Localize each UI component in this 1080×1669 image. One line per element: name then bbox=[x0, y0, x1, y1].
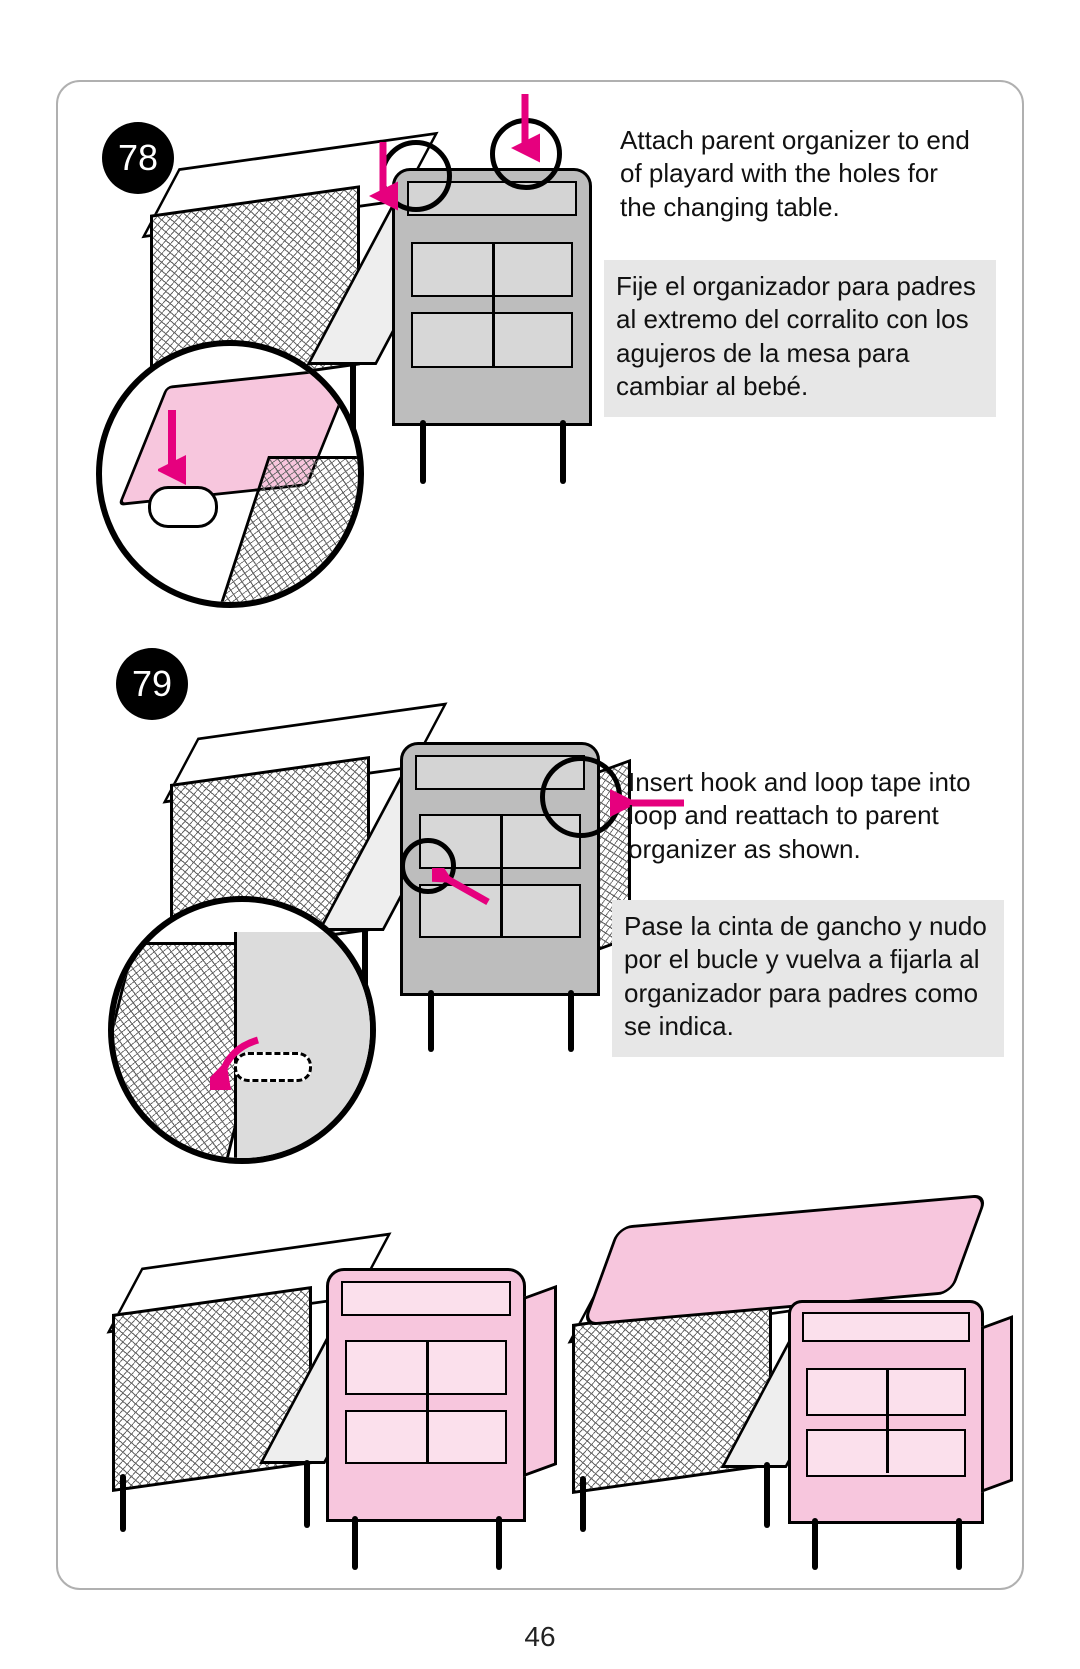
arrow-left-up-icon bbox=[432, 868, 492, 908]
organizer-leg bbox=[956, 1518, 962, 1570]
instruction-en-78: Attach parent organizer to end of playar… bbox=[610, 120, 986, 228]
instruction-es-79: Pase la cinta de gancho y nudo por el bu… bbox=[612, 900, 1004, 1057]
organizer-leg bbox=[420, 420, 426, 484]
arrow-down-icon bbox=[510, 92, 540, 164]
arrow-down-icon bbox=[368, 140, 398, 212]
organizer-result-left bbox=[326, 1268, 526, 1522]
organizer-result-right bbox=[788, 1300, 984, 1524]
detail-circle-step-79 bbox=[108, 896, 376, 1164]
page-number: 46 bbox=[0, 1621, 1080, 1653]
instruction-en-79: Insert hook and loop tape into loop and … bbox=[618, 762, 994, 870]
organizer-leg bbox=[568, 990, 574, 1052]
organizer-leg bbox=[496, 1516, 502, 1570]
organizer-leg bbox=[352, 1516, 358, 1570]
organizer-leg bbox=[428, 990, 434, 1052]
detail-circle-step-78 bbox=[96, 340, 364, 608]
instruction-es-78: Fije el organizador para padres al extre… bbox=[604, 260, 996, 417]
organizer-leg bbox=[812, 1518, 818, 1570]
organizer-leg bbox=[560, 420, 566, 484]
step-number-79: 79 bbox=[132, 663, 172, 705]
